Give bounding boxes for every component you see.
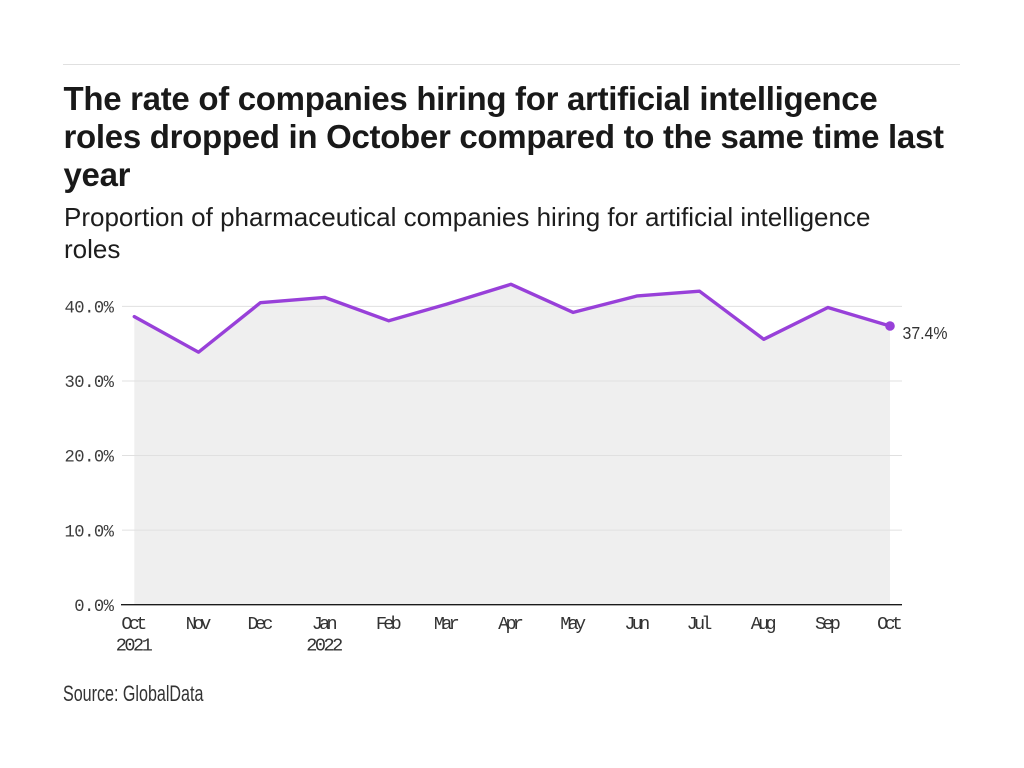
svg-text:20.0%: 20.0% <box>65 449 115 468</box>
svg-text:Feb: Feb <box>376 614 402 635</box>
svg-text:Dec: Dec <box>248 614 274 635</box>
svg-text:Aug: Aug <box>751 614 777 635</box>
svg-text:Oct: Oct <box>121 614 147 635</box>
svg-text:2021: 2021 <box>116 635 153 656</box>
svg-text:Jul: Jul <box>687 614 713 635</box>
svg-text:Apr: Apr <box>498 614 524 635</box>
svg-text:Nov: Nov <box>186 614 212 635</box>
svg-text:37.4%: 37.4% <box>903 323 948 343</box>
svg-text:0.0%: 0.0% <box>74 598 114 617</box>
svg-text:10.0%: 10.0% <box>65 523 115 542</box>
svg-text:May: May <box>560 614 586 635</box>
svg-text:Mar: Mar <box>434 614 460 635</box>
svg-text:30.0%: 30.0% <box>65 374 115 393</box>
svg-text:Sep: Sep <box>815 614 841 635</box>
svg-text:Jan: Jan <box>312 614 338 635</box>
svg-text:40.0%: 40.0% <box>65 300 115 319</box>
svg-text:Jun: Jun <box>624 614 650 635</box>
svg-text:Oct: Oct <box>877 614 903 635</box>
svg-text:2022: 2022 <box>306 635 343 656</box>
